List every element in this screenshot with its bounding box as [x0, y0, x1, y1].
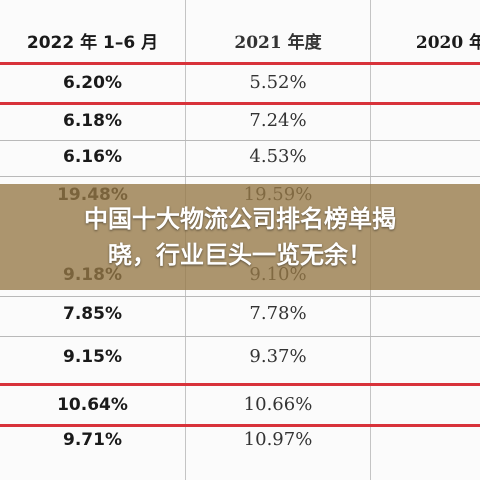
table-cell: 5.52%	[249, 72, 307, 93]
table-cell: 9.71%	[63, 430, 122, 450]
row-divider	[0, 383, 480, 386]
banner-line: 晓，行业巨头一览无余！	[108, 241, 372, 269]
table-cell: 9.37%	[249, 346, 307, 367]
table-cell: 6.20%	[63, 73, 122, 93]
banner-line: 中国十大物流公司排名榜单揭	[84, 205, 396, 233]
row-divider	[0, 296, 480, 297]
row-divider	[0, 176, 480, 177]
table-cell: 6.18%	[63, 111, 122, 131]
header-cell: 2020 年	[415, 33, 480, 53]
row-divider	[0, 62, 480, 65]
table-cell: 6.16%	[63, 147, 122, 167]
table-cell: 7.78%	[249, 303, 307, 324]
table-cell: 7.24%	[249, 110, 307, 131]
table-cell: 10.97%	[243, 429, 313, 450]
header-cell: 2022 年 1–6 月	[26, 33, 159, 53]
table-cell: 7.85%	[63, 304, 122, 324]
title-banner: 中国十大物流公司排名榜单揭 晓，行业巨头一览无余！	[0, 184, 480, 290]
table-cell: 4.53%	[249, 146, 307, 167]
table-cell: 9.15%	[63, 347, 122, 367]
header-cell: 2021 年度	[234, 33, 322, 53]
table-cell: 10.66%	[243, 394, 313, 415]
row-divider	[0, 336, 480, 337]
row-divider	[0, 102, 480, 105]
row-divider	[0, 424, 480, 427]
row-divider	[0, 140, 480, 141]
table-cell: 10.64%	[57, 395, 128, 415]
